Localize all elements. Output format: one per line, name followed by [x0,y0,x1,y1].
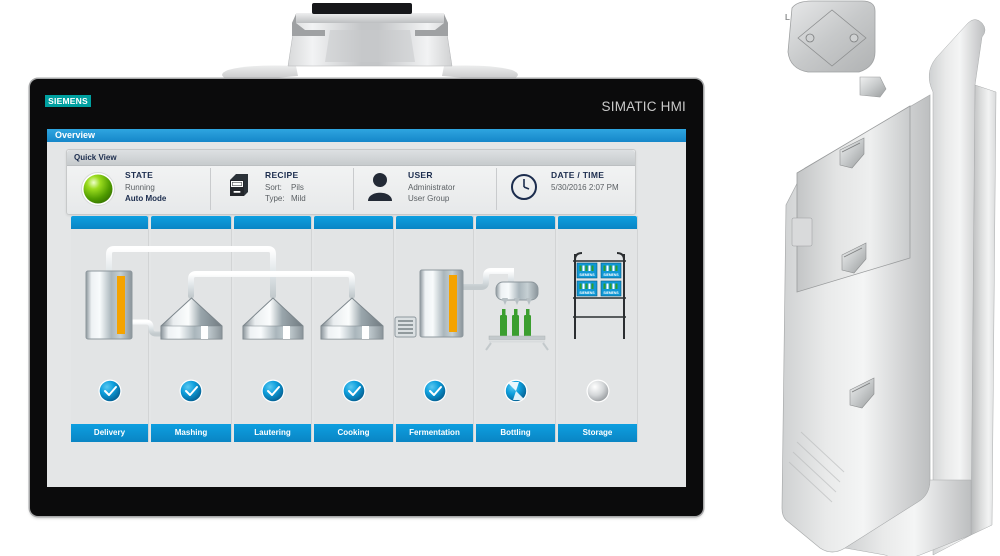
svg-text:SIEMENS: SIEMENS [579,273,595,277]
svg-text:L: L [785,13,790,22]
svg-text:SIEMENS: SIEMENS [603,291,619,295]
svg-text:SIEMENS: SIEMENS [603,273,619,277]
svg-text:SIEMENS: SIEMENS [579,291,595,295]
